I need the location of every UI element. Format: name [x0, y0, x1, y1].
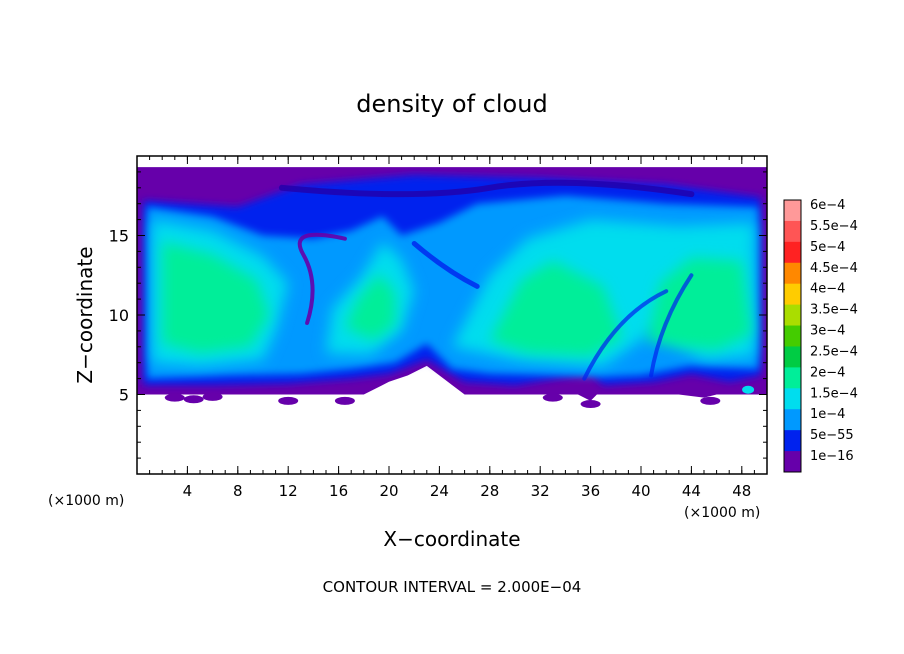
x-tick-label: 48 [732, 482, 751, 500]
field-spot [742, 385, 755, 394]
colorbar-swatch [784, 325, 801, 347]
x-tick-label: 24 [430, 482, 449, 500]
field-fragment [278, 396, 299, 405]
field-fragment [183, 395, 204, 404]
colorbar-label: 4.5e−4 [810, 261, 858, 276]
colorbar-label: 6e−4 [810, 198, 845, 213]
colorbar-swatch [784, 430, 801, 452]
x-tick-label: 8 [233, 482, 243, 500]
colorbar-swatch [784, 262, 801, 285]
colorbar-label: 4e−4 [810, 282, 845, 297]
x-tick-label: 16 [329, 482, 348, 500]
colorbar-swatch [784, 283, 801, 306]
field-fragment [202, 392, 223, 401]
field-level-2e-4 [162, 241, 752, 357]
field-filaments [278, 179, 695, 381]
colorbar-swatch [784, 388, 801, 410]
field-fragment [542, 393, 563, 402]
y-tick-label: 5 [119, 386, 129, 405]
field-fragment [580, 400, 601, 409]
colorbar-swatch [784, 346, 801, 368]
x-tick-label: 12 [279, 482, 298, 500]
x-tick-label: 20 [379, 482, 398, 500]
colorbar-label: 1e−4 [810, 407, 845, 422]
chart-title: density of cloud [356, 90, 547, 118]
colorbar-swatch [784, 304, 801, 327]
colorbar-label: 1e−16 [810, 449, 854, 464]
x-tick-label: 28 [480, 482, 499, 500]
colorbar-label: 1.5e−4 [810, 386, 858, 401]
x-tick-label: 36 [581, 482, 600, 500]
y-tick-label: 10 [109, 306, 129, 325]
x-tick-label: 32 [531, 482, 550, 500]
x-tick-label: 44 [682, 482, 701, 500]
x-axis-label: X−coordinate [383, 527, 520, 551]
colorbar-label: 3e−4 [810, 324, 845, 339]
y-unit-label: (×1000 m) [48, 493, 124, 509]
y-axis-label: Z−coordinate [73, 246, 97, 383]
colorbar-frame [783, 199, 802, 473]
colorbar: 6e−4 5.5e−4 5e−4 4.5e−4 4e−4 3.5e−4 3e−4 2.5e−4… [783, 198, 858, 473]
field-fragment [700, 396, 721, 405]
field-fragment [334, 396, 355, 405]
colorbar-swatch [784, 367, 801, 389]
colorbar-label: 2e−4 [810, 365, 845, 380]
colorbar-label: 5e−55 [810, 428, 854, 443]
cloud-density-field [137, 167, 767, 409]
colorbar-swatch [784, 409, 801, 431]
colorbar-swatch [784, 451, 801, 473]
colorbar-label: 5e−4 [810, 240, 845, 255]
x-axis-ticks: 4 8 12 16 20 24 28 32 36 40 44 48 [149, 156, 755, 500]
x-tick-label: 40 [631, 482, 650, 500]
colorbar-swatch [784, 241, 801, 264]
colorbar-label: 3.5e−4 [810, 303, 858, 318]
colorbar-swatch [784, 220, 801, 243]
colorbar-swatch [784, 200, 801, 222]
x-unit-label: (×1000 m) [684, 505, 760, 521]
colorbar-label: 5.5e−4 [810, 219, 858, 234]
contour-interval-note: CONTOUR INTERVAL = 2.000E−04 [323, 578, 582, 596]
y-axis-ticks: 5 10 15 [109, 171, 767, 459]
field-fragment [164, 393, 185, 402]
y-tick-label: 15 [109, 227, 129, 246]
colorbar-label: 2.5e−4 [810, 344, 858, 359]
x-tick-label: 4 [183, 482, 193, 500]
